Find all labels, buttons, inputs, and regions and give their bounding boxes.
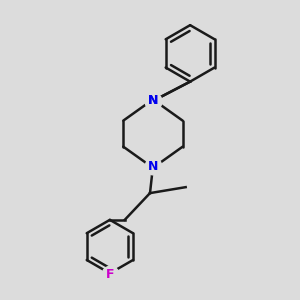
Text: N: N bbox=[148, 94, 158, 107]
Text: F: F bbox=[106, 268, 114, 281]
Text: N: N bbox=[148, 94, 158, 107]
Text: N: N bbox=[148, 160, 158, 173]
